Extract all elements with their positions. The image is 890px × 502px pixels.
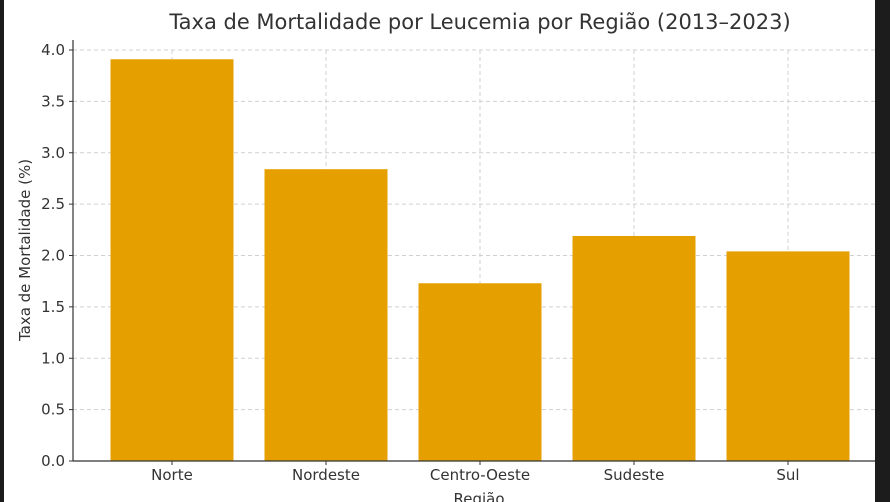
- bar-nordeste: [264, 169, 388, 461]
- y-axis-label: Taxa de Mortalidade (%): [16, 159, 34, 342]
- y-tick-label: 3.5: [41, 92, 65, 110]
- y-tick-label: 0.5: [41, 401, 65, 419]
- x-tick-label: Norte: [151, 466, 193, 484]
- bar-centro-oeste: [418, 283, 542, 461]
- bar-norte: [110, 59, 234, 462]
- x-tick-label: Sudeste: [604, 466, 665, 484]
- x-tick-label: Centro-Oeste: [430, 466, 530, 484]
- y-tick-label: 4.0: [41, 41, 65, 59]
- chart-title: Taxa de Mortalidade por Leucemia por Reg…: [168, 10, 790, 34]
- y-tick-label: 2.5: [41, 195, 65, 213]
- y-tick-label: 3.0: [41, 144, 65, 162]
- x-axis-label: Região: [453, 490, 504, 502]
- x-tick-label: Nordeste: [292, 466, 360, 484]
- y-tick-label: 2.0: [41, 247, 65, 265]
- y-tick-label: 1.0: [41, 349, 65, 367]
- bar-sul: [726, 251, 850, 461]
- y-tick-label: 0.0: [41, 452, 65, 470]
- y-tick-label: 1.5: [41, 298, 65, 316]
- x-tick-label: Sul: [776, 466, 799, 484]
- bar-sudeste: [572, 235, 696, 461]
